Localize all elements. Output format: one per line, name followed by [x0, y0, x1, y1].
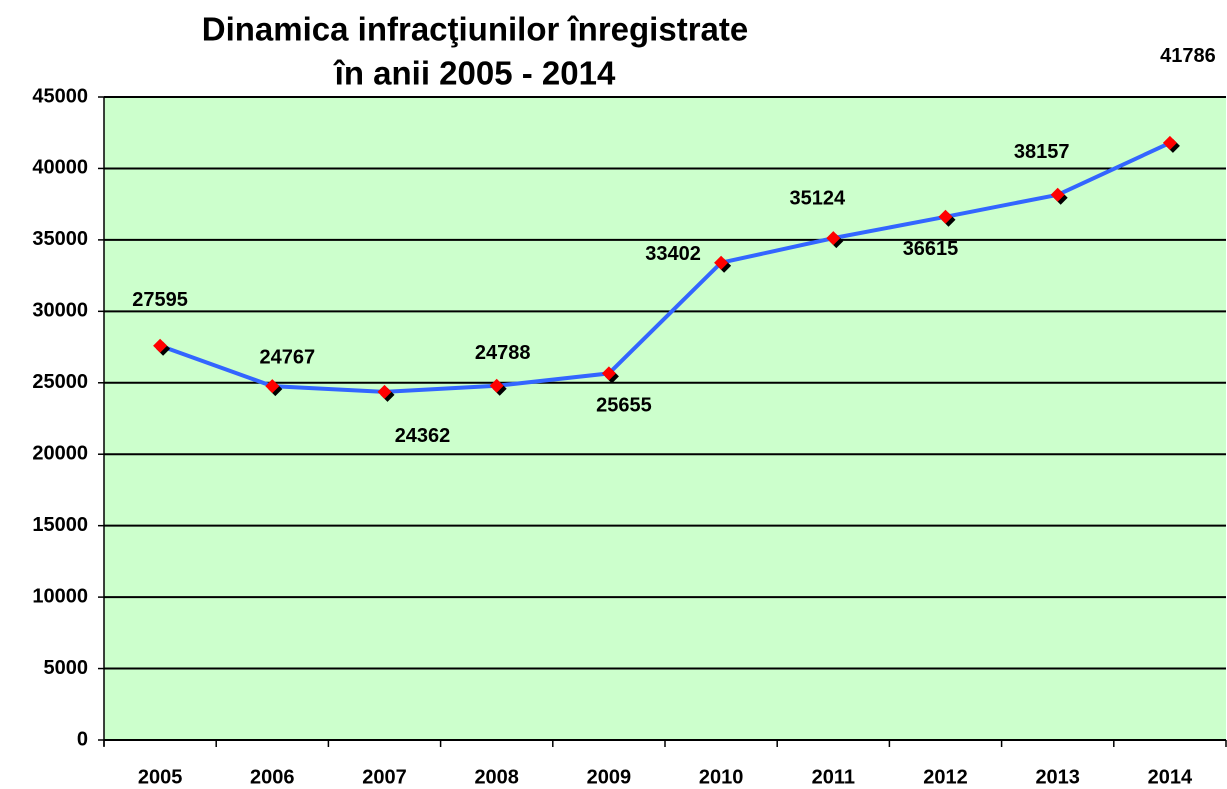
- x-tick-label: 2005: [138, 766, 183, 788]
- x-tick-label: 2013: [1035, 766, 1080, 788]
- plot-area: [104, 97, 1226, 740]
- x-tick-label: 2008: [474, 766, 519, 788]
- x-tick-label: 2012: [923, 766, 968, 788]
- marker: [714, 255, 729, 270]
- y-tick-label: 20000: [32, 443, 88, 465]
- x-tick-label: 2006: [250, 766, 295, 788]
- y-tick-label: 25000: [32, 371, 88, 393]
- marker: [1050, 187, 1065, 202]
- y-tick-label: 10000: [32, 585, 88, 607]
- y-tick-label: 40000: [32, 157, 88, 179]
- y-tick-label: 0: [77, 728, 88, 750]
- y-tick-label: 15000: [32, 514, 88, 536]
- y-tick-label: 35000: [32, 228, 88, 250]
- data-label: 38157: [1014, 141, 1070, 163]
- marker: [377, 384, 392, 399]
- marker: [826, 231, 841, 246]
- data-label: 24788: [475, 342, 531, 364]
- marker: [489, 378, 504, 393]
- marker: [153, 338, 168, 353]
- data-label: 25655: [596, 395, 652, 417]
- data-label: 35124: [789, 187, 845, 209]
- chart-title: în anii 2005 - 2014: [333, 55, 616, 92]
- line: [159, 141, 1171, 394]
- y-tick-label: 30000: [32, 300, 88, 322]
- marker: [601, 366, 616, 381]
- x-tick-label: 2014: [1148, 766, 1193, 788]
- marker: [938, 209, 953, 224]
- x-tick-label: 2009: [587, 766, 632, 788]
- x-tick-label: 2010: [699, 766, 744, 788]
- marker: [1162, 135, 1177, 150]
- data-label: 33402: [645, 243, 701, 265]
- chart-title: Dinamica infracţiunilor înregistrate: [202, 11, 748, 48]
- data-label: 41786: [1160, 45, 1216, 67]
- x-tick-label: 2011: [812, 766, 855, 788]
- data-label: 36615: [903, 238, 959, 260]
- x-tick-label: 2007: [362, 766, 407, 788]
- data-label: 24767: [259, 346, 315, 368]
- y-tick-label: 45000: [32, 85, 88, 107]
- y-tick-label: 5000: [44, 657, 89, 679]
- marker: [265, 379, 280, 394]
- data-label: 27595: [132, 289, 188, 311]
- data-label: 24362: [395, 425, 451, 447]
